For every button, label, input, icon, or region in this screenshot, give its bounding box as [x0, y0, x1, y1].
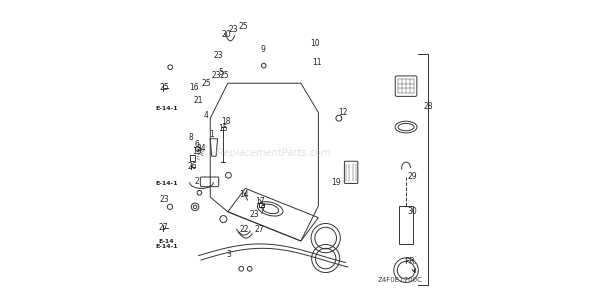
- Text: FR.: FR.: [405, 258, 418, 272]
- Text: 8: 8: [189, 133, 194, 142]
- Text: 10: 10: [311, 39, 320, 48]
- Text: E-14-1: E-14-1: [155, 106, 178, 112]
- Text: 23: 23: [214, 51, 223, 60]
- Text: 25: 25: [219, 71, 230, 81]
- Text: 3: 3: [227, 250, 232, 259]
- Text: 23: 23: [159, 195, 169, 204]
- Text: 19: 19: [331, 178, 340, 187]
- Text: 27: 27: [254, 225, 264, 234]
- Text: 1: 1: [209, 130, 214, 139]
- Text: 4: 4: [204, 111, 208, 120]
- Bar: [260, 203, 264, 207]
- Text: 2: 2: [195, 178, 199, 186]
- Text: 20: 20: [221, 30, 231, 40]
- Text: 27: 27: [159, 223, 168, 232]
- Text: 9: 9: [260, 45, 266, 54]
- Text: 25: 25: [238, 22, 248, 31]
- Text: 18: 18: [222, 117, 231, 126]
- Text: 25: 25: [159, 83, 169, 92]
- Text: 29: 29: [407, 172, 417, 181]
- Text: eReplacementParts.com: eReplacementParts.com: [212, 148, 332, 158]
- Text: 17: 17: [255, 197, 265, 206]
- Text: 23: 23: [250, 210, 259, 219]
- Text: 6: 6: [195, 140, 199, 149]
- Text: E-14: E-14: [159, 239, 174, 243]
- Text: 24: 24: [196, 145, 206, 153]
- Text: 13: 13: [192, 148, 202, 156]
- Text: E-14-1: E-14-1: [155, 244, 178, 249]
- Bar: [190, 155, 195, 161]
- Text: 23: 23: [211, 71, 221, 81]
- Text: 23: 23: [228, 25, 238, 34]
- Text: 12: 12: [339, 108, 348, 117]
- Text: 26: 26: [188, 162, 197, 171]
- Text: 5: 5: [218, 68, 223, 78]
- Text: Z4F0E1700C: Z4F0E1700C: [378, 278, 422, 283]
- Text: 22: 22: [239, 225, 248, 234]
- Text: 7: 7: [259, 207, 264, 216]
- Text: 15: 15: [218, 124, 228, 133]
- Text: 14: 14: [239, 190, 248, 199]
- Text: 21: 21: [194, 96, 204, 105]
- Text: 30: 30: [407, 207, 417, 216]
- Text: 28: 28: [424, 102, 433, 111]
- Text: E-14-1: E-14-1: [155, 181, 178, 186]
- Text: 11: 11: [312, 58, 322, 67]
- Text: 25: 25: [201, 79, 211, 88]
- Text: 16: 16: [189, 83, 199, 92]
